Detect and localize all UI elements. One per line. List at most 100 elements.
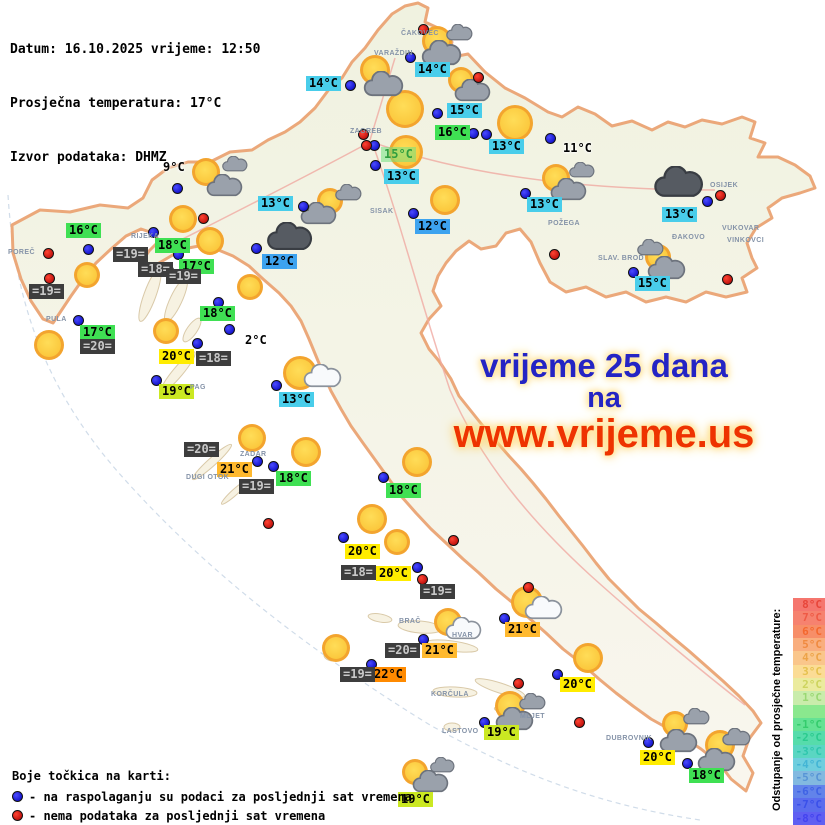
sun-icon — [196, 227, 224, 255]
plain-temp-label: 11°C — [563, 141, 592, 155]
sun-icon — [237, 274, 263, 300]
station-dot-blue — [73, 315, 84, 326]
temp-label: 15°C — [381, 147, 416, 162]
station-dot-blue — [408, 208, 419, 219]
temp-label: 15°C — [447, 103, 482, 118]
cloud-icon — [420, 39, 462, 66]
avg-temp-label: =18= — [341, 565, 376, 580]
map-city-label: ZAGREB — [350, 128, 382, 135]
map-city-label: BRAČ — [399, 618, 421, 625]
cloud-icon — [265, 220, 313, 251]
scale-row: -2°C — [793, 731, 825, 745]
scale-row: 1°C — [793, 691, 825, 705]
temp-label: 15°C — [635, 276, 670, 291]
cloud-icon — [652, 165, 704, 198]
cloud-icon — [334, 183, 362, 201]
temp-label: 18°C — [689, 768, 724, 783]
temp-label: 17°C — [80, 325, 115, 340]
scale-row: -4°C — [793, 758, 825, 772]
cloud-icon — [636, 238, 664, 256]
cloud-icon — [518, 692, 546, 710]
croatia-outline — [10, 1, 817, 793]
station-dot-red — [358, 129, 369, 140]
map-city-label: PAG — [190, 384, 206, 391]
station-dot-blue — [151, 375, 162, 386]
temp-label: 20°C — [560, 677, 595, 692]
sun-icon — [169, 205, 197, 233]
cloud-icon — [429, 756, 455, 773]
cloud-icon — [549, 176, 587, 201]
cloud-icon — [682, 707, 710, 725]
map-city-label: POŽEGA — [548, 220, 580, 227]
station-dot-blue — [432, 108, 443, 119]
legend-dot-red — [12, 810, 23, 821]
sun-icon — [74, 262, 100, 288]
temp-label: 19°C — [484, 725, 519, 740]
plain-temp-label: 2°C — [245, 333, 267, 347]
cloud-icon — [453, 77, 491, 102]
avg-temp-label: =19= — [166, 269, 201, 284]
scale-row: -3°C — [793, 744, 825, 759]
scale-row: 8°C — [793, 598, 825, 612]
temperature-deviation-scale: Odstupanje od prosječne temperature: 8°C… — [768, 592, 825, 825]
temp-label: 19°C — [398, 792, 433, 807]
sun-icon — [430, 185, 460, 215]
temp-label: 20°C — [376, 566, 411, 581]
temp-label: 21°C — [505, 622, 540, 637]
temp-label: 18°C — [155, 238, 190, 253]
station-dot-blue — [682, 758, 693, 769]
station-dot-blue — [378, 472, 389, 483]
map-city-label: ĐAKOVO — [672, 234, 706, 241]
station-dot-blue — [252, 456, 263, 467]
cloud-icon — [445, 23, 473, 41]
map-header: Datum: 16.10.2025 vrijeme: 12:50 Prosječ… — [10, 5, 260, 203]
temp-label: 12°C — [262, 254, 297, 269]
scale-row: -7°C — [793, 798, 825, 812]
station-dot-blue — [83, 244, 94, 255]
station-dot-blue — [481, 129, 492, 140]
station-dot-blue — [192, 338, 203, 349]
temp-label: 20°C — [159, 349, 194, 364]
temp-label: 18°C — [200, 306, 235, 321]
temp-label: 13°C — [527, 197, 562, 212]
sun-icon — [497, 105, 533, 141]
scale-row: 4°C — [793, 651, 825, 665]
cloud-icon — [302, 363, 342, 388]
station-dot-red — [44, 273, 55, 284]
station-dot-blue — [520, 188, 531, 199]
temp-label: 18°C — [276, 471, 311, 486]
scale-row: 3°C — [793, 664, 825, 679]
legend-item: - na raspolaganju su podaci za posljednj… — [12, 787, 412, 806]
map-city-label: DUBROVNIK — [606, 735, 652, 742]
temp-label: 13°C — [489, 139, 524, 154]
station-dot-blue — [405, 52, 416, 63]
station-dot-blue — [552, 669, 563, 680]
map-city-label: ZADAR — [240, 451, 267, 458]
scale-row: -6°C — [793, 784, 825, 799]
sun-icon — [386, 90, 424, 128]
station-dot-blue — [271, 380, 282, 391]
sun-icon — [357, 504, 387, 534]
map-city-label: LASTOVO — [442, 728, 479, 735]
station-dot-blue — [224, 324, 235, 335]
station-dot-blue — [338, 532, 349, 543]
station-dot-red — [513, 678, 524, 689]
map-city-label: VINKOVCI — [727, 237, 765, 244]
map-city-label: SISAK — [370, 208, 394, 215]
temp-label: 12°C — [415, 219, 450, 234]
temp-label: 22°C — [371, 667, 406, 682]
cloud-icon — [411, 768, 449, 793]
map-city-label: VARAŽDIN — [374, 50, 413, 57]
avg-temp-label: =19= — [29, 284, 64, 299]
station-dot-red — [263, 518, 274, 529]
sun-icon — [238, 424, 266, 452]
cloud-icon — [205, 172, 243, 197]
station-dot-red — [549, 249, 560, 260]
header-avg-temp-line: Prosječna temperatura: 17°C — [10, 96, 222, 111]
map-city-label: POREČ — [8, 249, 35, 256]
avg-temp-label: =19= — [113, 247, 148, 262]
station-dot-blue — [370, 160, 381, 171]
temp-label: 13°C — [662, 207, 697, 222]
